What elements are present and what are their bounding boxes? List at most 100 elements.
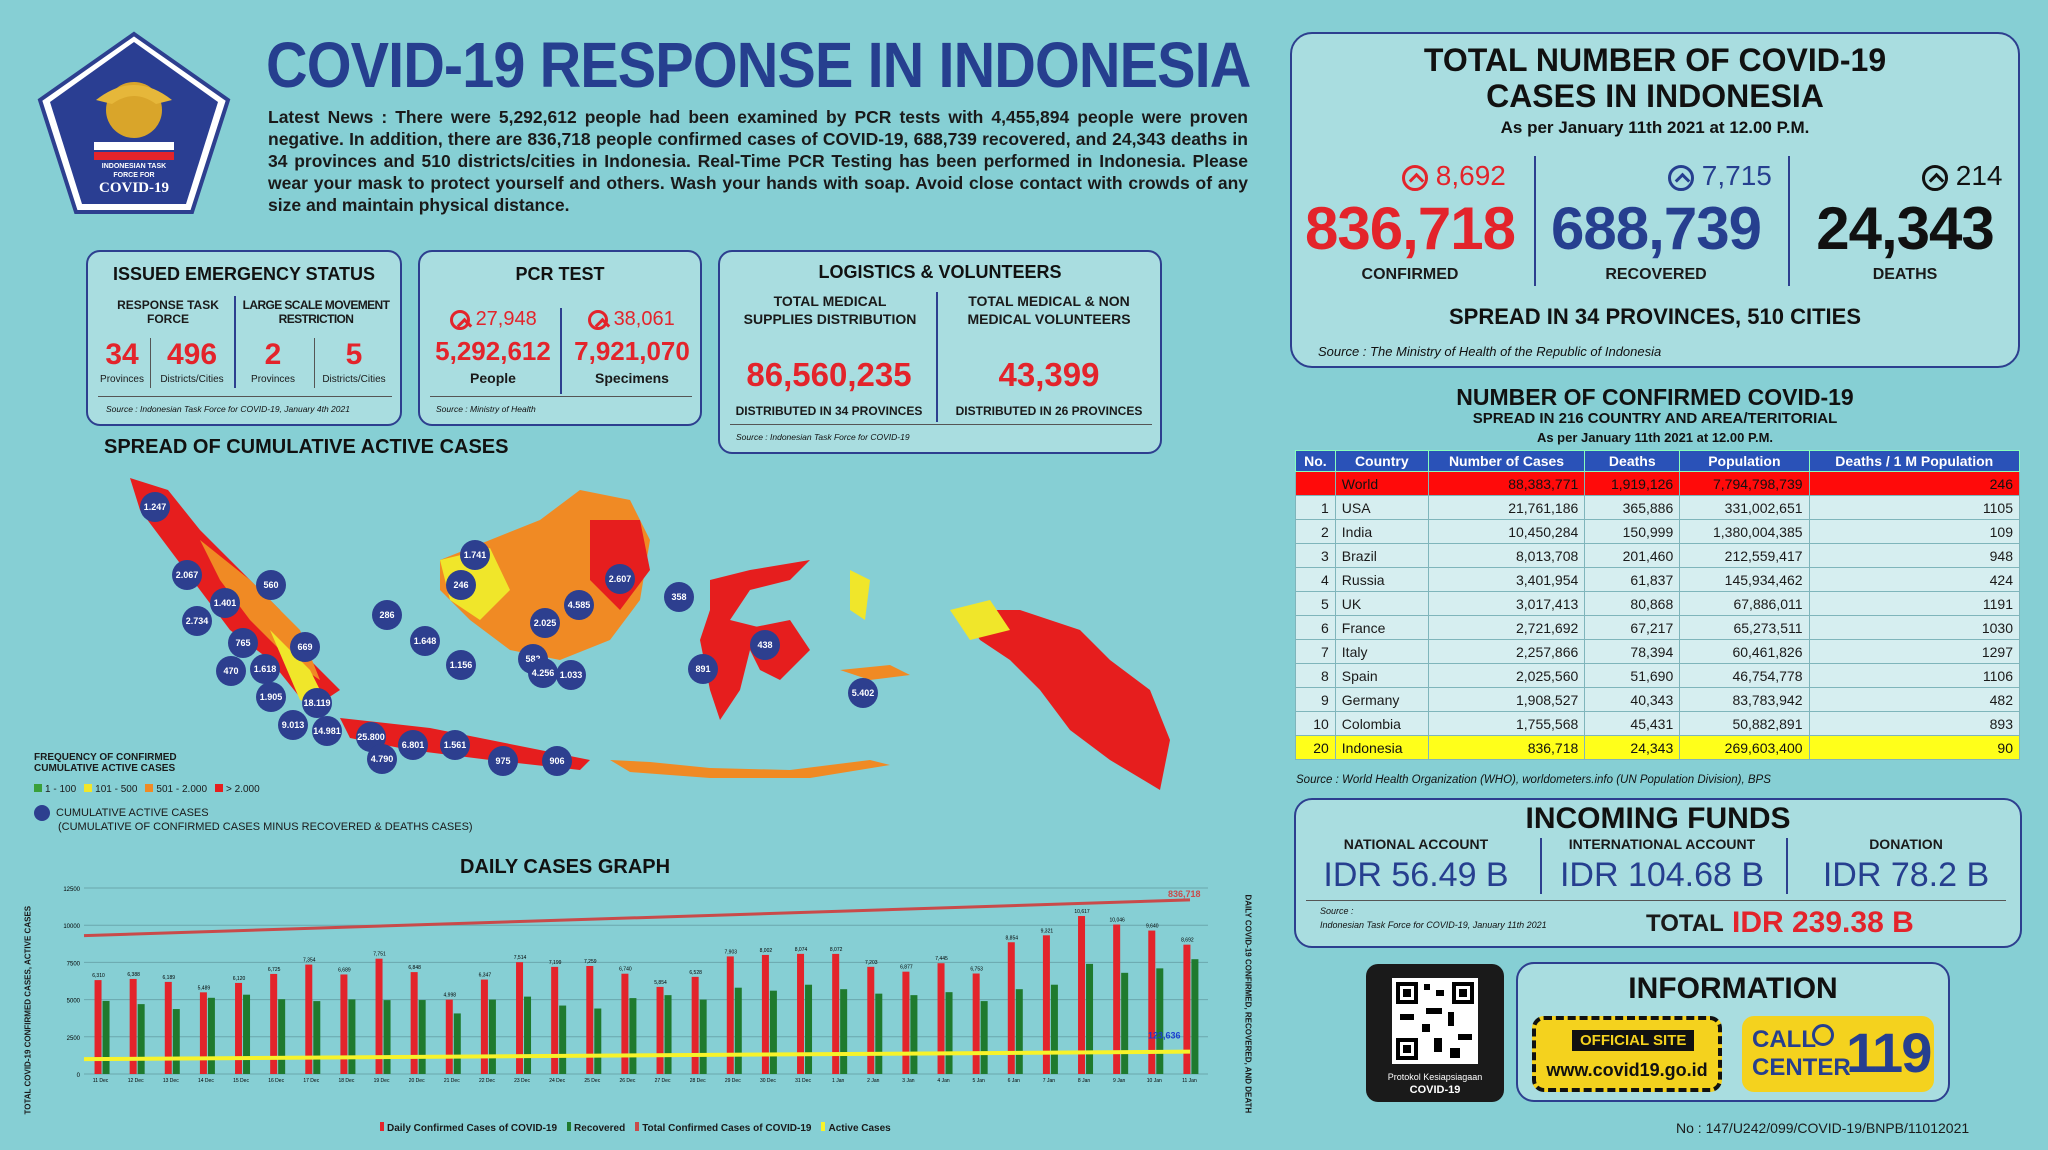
table-cell: 67,217: [1584, 615, 1681, 640]
volunteers-distributed-note: DISTRIBUTED IN 26 PROVINCES: [955, 404, 1143, 418]
table-row: 1 USA 21,761,186 365,886 331,002,651 1105: [1295, 495, 2021, 520]
national-account-value: IDR 56.49 B: [1323, 856, 1509, 894]
bar-value-label: 7,514: [514, 955, 527, 961]
table-cell: 5: [1295, 591, 1336, 616]
international-account-value: IDR 104.68 B: [1559, 856, 1765, 894]
recovered-bar: [840, 989, 848, 1074]
pcr-specimen-delta-value: 38,061: [613, 308, 675, 330]
official-site-button[interactable]: OFFICIAL SITE www.covid19.go.id: [1532, 1016, 1722, 1092]
active-case-dot: 4.790: [367, 744, 397, 774]
table-cell: 246: [1808, 471, 2021, 496]
recovered-bar: [664, 995, 672, 1074]
x-tick-label: 28 Dec: [690, 1078, 706, 1084]
qr-code-card[interactable]: Protokol Kesiapsiagaan COVID-19: [1366, 964, 1504, 1102]
recovered-bar: [524, 996, 532, 1074]
confirmed-bar: [270, 973, 278, 1074]
table-cell: 365,886: [1584, 495, 1681, 520]
confirmed-bar: [516, 962, 524, 1074]
totals-asof: As per January 11th 2021 at 12.00 P.M.: [1500, 118, 1810, 137]
recovered-bar: [734, 987, 742, 1074]
active-case-dot: 1.156: [446, 650, 476, 680]
logo-line1: INDONESIAN TASK: [101, 163, 167, 170]
national-account-label: NATIONAL ACCOUNT: [1343, 836, 1489, 852]
recovered-bar: [453, 1013, 461, 1074]
table-cell: 6: [1295, 615, 1336, 640]
table-cell: 21,761,186: [1427, 495, 1586, 520]
recovered-bar: [137, 1004, 145, 1074]
x-tick-label: 18 Dec: [338, 1078, 354, 1084]
confirmed-bar: [867, 966, 875, 1074]
table-header: Deaths / 1 M Population: [1808, 450, 2021, 472]
x-tick-label: 23 Dec: [514, 1078, 530, 1084]
table-row: 5 UK 3,017,413 80,868 67,886,011 1191: [1295, 591, 2021, 616]
table-row: 20 Indonesia 836,718 24,343 269,603,400 90: [1295, 735, 2021, 760]
active-case-dot: 6.801: [398, 730, 428, 760]
recovered-bar: [1156, 968, 1164, 1074]
active-case-dot: 1.905: [256, 682, 286, 712]
funds-source: Indonesian Task Force for COVID-19, Janu…: [1320, 920, 1547, 930]
active-case-dot: 1.648: [410, 626, 440, 656]
call-center-button[interactable]: CALL CENTER 119: [1742, 1016, 1934, 1092]
recovered-bar: [945, 992, 953, 1074]
table-cell: Colombia: [1334, 711, 1429, 736]
pcr-source: Source : Ministry of Health: [436, 404, 536, 414]
table-cell: 24,343: [1584, 735, 1681, 760]
emergency-status-panel: ISSUED EMERGENCY STATUS RESPONSE TASK FO…: [86, 250, 402, 426]
confirmed-count: 836,718: [1305, 195, 1516, 262]
bar-value-label: 6,753: [970, 967, 983, 973]
bar-value-label: 7,203: [865, 960, 878, 966]
x-tick-label: 29 Dec: [725, 1078, 741, 1084]
table-cell: 948: [1808, 543, 2021, 568]
bar-value-label: 7,354: [303, 958, 316, 964]
active-cases-line: [83, 1049, 1191, 1062]
x-tick-label: 7 Jan: [1043, 1078, 1055, 1084]
world-asof: As per January 11th 2021 at 12.00 P.M.: [1536, 430, 1774, 445]
recovered-bar: [1050, 984, 1058, 1074]
recovered-bar: [207, 997, 215, 1074]
active-case-dot: 470: [216, 656, 246, 686]
pcr-people-delta-value: 27,948: [475, 308, 537, 330]
table-cell: UK: [1334, 591, 1429, 616]
table-cell: 836,718: [1427, 735, 1586, 760]
logistics-title: LOGISTICS & VOLUNTEERS: [818, 262, 1062, 282]
table-header: No.: [1295, 450, 1336, 472]
active-case-dot: 669: [290, 632, 320, 662]
active-case-dot: 14.981: [312, 716, 342, 746]
bar-value-label: 6,689: [338, 967, 351, 973]
world-source: Source : World Health Organization (WHO)…: [1296, 774, 1771, 786]
confirmed-bar: [621, 973, 629, 1074]
table-row: 6 France 2,721,692 67,217 65,273,511 1030: [1295, 615, 2021, 640]
active-case-dot: 1.618: [250, 654, 280, 684]
qr-caption-line2: COVID-19: [1409, 1084, 1461, 1096]
table-cell: 2: [1295, 519, 1336, 544]
active-case-dot: 286: [372, 600, 402, 630]
table-cell: Indonesia: [1334, 735, 1429, 760]
recovered-bar: [278, 999, 286, 1074]
x-tick-label: 20 Dec: [409, 1078, 425, 1084]
confirmed-bar: [305, 964, 313, 1074]
active-case-dot: 18.119: [302, 688, 332, 718]
volunteers-count: 43,399: [998, 356, 1100, 393]
call-center-label-line1: CALL: [1752, 1026, 1816, 1053]
table-cell: 145,934,462: [1679, 567, 1810, 592]
recovered-bar: [805, 984, 813, 1074]
table-row: 8 Spain 2,025,560 51,690 46,754,778 1106: [1295, 663, 2021, 688]
table-cell: 1030: [1808, 615, 2021, 640]
confirmed-bar: [761, 954, 769, 1074]
table-cell: 1,908,527: [1427, 687, 1586, 712]
pcr-people-label: People: [470, 370, 516, 386]
legend-title-line1: FREQUENCY OF CONFIRMED: [34, 752, 177, 763]
map-legend: FREQUENCY OF CONFIRMED CUMULATIVE ACTIVE…: [34, 752, 473, 833]
recovered-bar: [172, 1009, 180, 1074]
active-case-dot: 246: [446, 570, 476, 600]
x-tick-label: 25 Dec: [584, 1078, 600, 1084]
table-cell: 1106: [1808, 663, 2021, 688]
graph-title: DAILY CASES GRAPH: [460, 856, 671, 878]
confirmed-bar: [902, 971, 910, 1074]
call-center-number: 119: [1846, 1021, 1932, 1084]
volunteers-label: TOTAL MEDICAL & NON MEDICAL VOLUNTEERS: [967, 293, 1131, 327]
x-tick-label: 24 Dec: [549, 1078, 565, 1084]
y-tick-label: 0: [77, 1073, 81, 1079]
table-cell: 1297: [1808, 639, 2021, 664]
x-tick-label: 30 Dec: [760, 1078, 776, 1084]
